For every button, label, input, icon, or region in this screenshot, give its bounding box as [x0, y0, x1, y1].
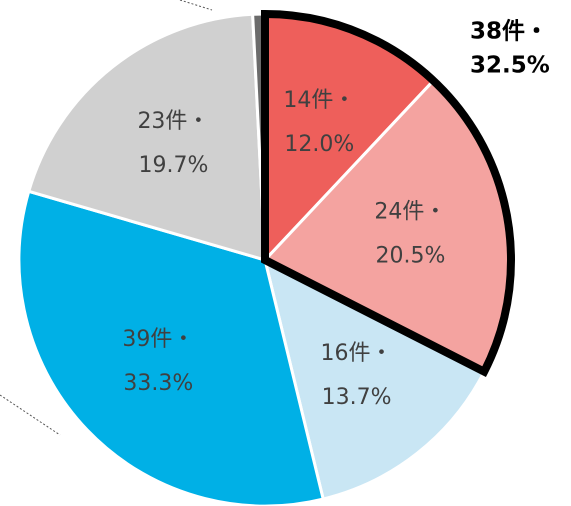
highlight-label: 38件・: [470, 19, 548, 45]
slice-label: 33.3%: [123, 371, 193, 396]
highlight-label: 32.5%: [470, 53, 550, 79]
pie-slice: [26, 12, 267, 263]
slice-label: 39件・: [122, 327, 194, 352]
slice-label: 24件・: [374, 200, 446, 225]
slice-label: 13.7%: [322, 385, 392, 410]
slice-label: 16件・: [321, 341, 393, 366]
leader-line: [179, 0, 213, 11]
slice-label: 20.5%: [375, 244, 445, 269]
leader-line: [0, 394, 61, 436]
pie-slice: [262, 257, 487, 501]
slice-label: 19.7%: [138, 153, 208, 178]
highlight-outline: [261, 9, 515, 378]
slice-label: 12.0%: [284, 132, 354, 157]
slice-label: 23件・: [137, 109, 209, 134]
slice-label: 14件・: [283, 88, 355, 113]
